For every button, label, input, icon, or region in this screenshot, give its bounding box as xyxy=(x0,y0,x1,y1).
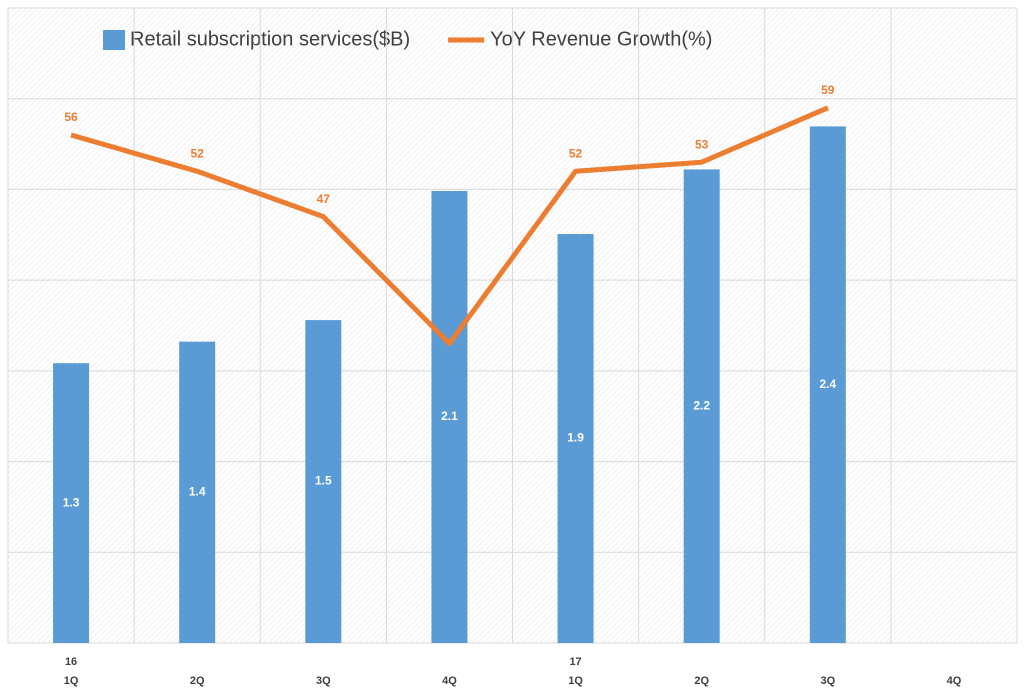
bar-value-label: 1.3 xyxy=(63,495,80,509)
x-tick-label: 3Q xyxy=(820,675,835,687)
legend-label: YoY Revenue Growth(%) xyxy=(490,28,712,50)
x-tick-label: 3Q xyxy=(316,675,331,687)
x-tick-label: 1Q xyxy=(64,675,79,687)
x-tick-label: 1Q xyxy=(568,675,583,687)
bar-value-label: 1.5 xyxy=(315,474,332,488)
line-value-label: 56 xyxy=(64,110,78,124)
x-tick-label: 17 xyxy=(569,656,581,668)
bar xyxy=(809,126,846,643)
line-value-label: 47 xyxy=(317,192,331,206)
x-tick-label: 4Q xyxy=(442,675,457,687)
legend-label: Retail subscription services($B) xyxy=(130,28,410,50)
bar xyxy=(557,234,594,643)
bar-value-label: 1.4 xyxy=(189,484,206,498)
bar xyxy=(431,190,468,643)
line xyxy=(70,105,829,347)
line-value-label: 53 xyxy=(695,137,709,151)
legend-swatch xyxy=(103,30,125,50)
line-value-label: 52 xyxy=(569,146,583,160)
bar xyxy=(179,341,216,643)
bar-value-label: 2.4 xyxy=(819,377,836,391)
x-tick-label: 4Q xyxy=(947,675,962,687)
line-value-label: 52 xyxy=(191,146,205,160)
bar xyxy=(305,320,342,643)
x-tick-label: 2Q xyxy=(694,675,709,687)
bar-value-label: 1.9 xyxy=(567,431,584,445)
bar-value-label: 2.1 xyxy=(441,409,458,423)
legend: Retail subscription services($B) YoY Reve… xyxy=(103,28,712,50)
line-value-label: 59 xyxy=(821,83,835,97)
bar xyxy=(683,169,720,643)
x-tick-label: 2Q xyxy=(190,675,205,687)
x-tick-label: 16 xyxy=(65,656,77,668)
bar-value-label: 2.2 xyxy=(693,398,710,412)
bar xyxy=(53,363,90,643)
